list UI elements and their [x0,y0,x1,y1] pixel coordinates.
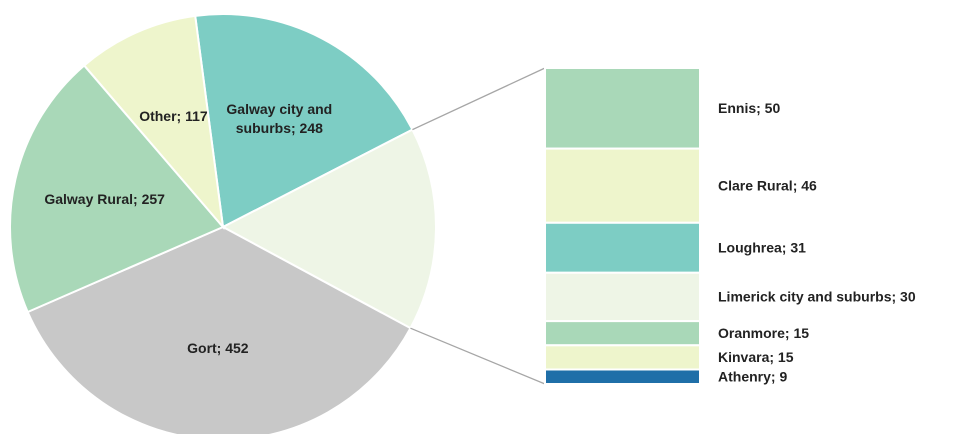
slice-label-box: Gort; 452 [187,339,249,356]
bar-label: Oranmore; 15 [718,325,809,341]
bar-segment [544,271,701,323]
pie-slice [220,128,437,330]
slice-label: Gort; 452 [187,339,249,356]
bar-label: Limerick city and suburbs; 30 [718,289,916,305]
slice-label-box: Galway city and suburbs; 248 [226,101,333,137]
slice-label: Galway Rural; 257 [44,191,165,208]
bar-label: Kinvara; 15 [718,349,794,365]
bar-segment [544,221,701,274]
pie-slice [9,64,225,314]
pie-slice [82,14,225,231]
bar-segment [544,344,701,371]
bar-label: Ennis; 50 [718,100,780,116]
bar-segment [544,67,701,150]
connector [410,327,546,385]
bar-label: Athenry; 9 [718,368,787,384]
slice-label: Galway city and suburbs; 248 [226,101,333,137]
bar-label: Loughrea; 31 [718,239,806,255]
pie-slice [26,225,412,434]
slice-label: Other; 117 [139,107,208,124]
bar-label: Clare Rural; 46 [718,177,817,193]
bar-segment [544,147,701,224]
slice-label-box: Other; 117 [139,107,208,124]
slice-label-box: Galway Rural; 257 [44,191,165,208]
connector [412,67,546,131]
bar-segment [544,368,701,386]
pie-slice [194,13,414,229]
bar-segment [544,320,701,347]
